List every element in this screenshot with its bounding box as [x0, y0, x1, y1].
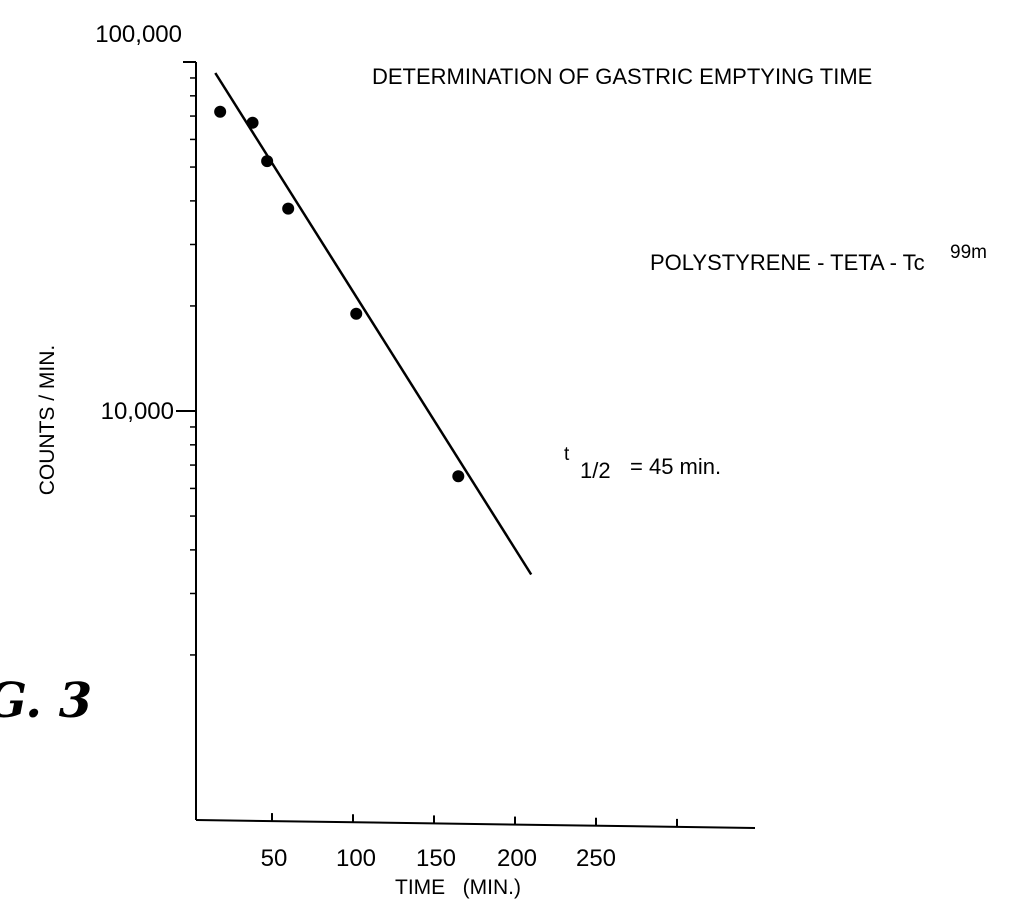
x-tick-label-250: 250	[576, 845, 616, 872]
chart-title: DETERMINATION OF GASTRIC EMPTYING TIME	[372, 64, 872, 89]
fit-line	[214, 72, 533, 576]
data-points-layer	[214, 105, 465, 483]
x-tick-label-50: 50	[261, 845, 288, 872]
half-life-t: t	[564, 444, 570, 465]
data-point-1	[246, 116, 259, 129]
y-tick-label-100000: 100,000	[95, 21, 182, 48]
chart-subtitle-superscript: 99m	[950, 242, 987, 263]
y-minor-ticks	[190, 77, 196, 656]
x-tick-label-100: 100	[336, 845, 376, 872]
x-tick-label-200: 200	[497, 845, 537, 872]
data-point-4	[350, 307, 363, 320]
y-tick-label-10000: 10,000	[101, 398, 174, 425]
y-axis	[176, 61, 197, 820]
half-life-value: = 45 min.	[630, 454, 721, 479]
half-life-fraction: 1/2	[580, 458, 611, 483]
figure-label: G. 3	[0, 673, 92, 729]
x-axis-label: TIME (MIN.)	[395, 876, 521, 899]
x-ticks	[271, 813, 678, 827]
data-point-5	[452, 470, 465, 483]
x-axis	[195, 813, 756, 829]
data-point-2	[261, 155, 274, 168]
chart-subtitle: POLYSTYRENE - TETA - Tc	[650, 250, 925, 275]
y-axis-label: COUNTS / MIN.	[36, 345, 59, 496]
data-point-0	[214, 105, 227, 118]
fit-line-layer	[214, 72, 533, 576]
x-tick-label-150: 150	[416, 845, 456, 872]
data-point-3	[282, 202, 295, 215]
